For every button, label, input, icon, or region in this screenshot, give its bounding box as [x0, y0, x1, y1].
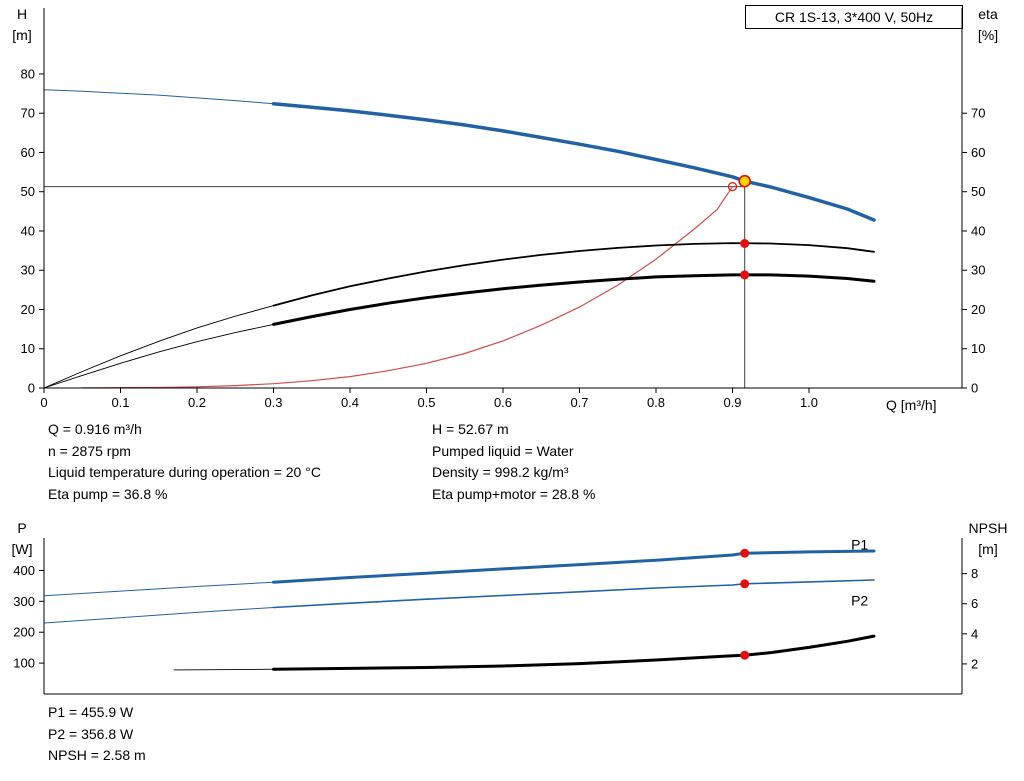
- y-right-tick-label: 10: [971, 341, 985, 356]
- eta-pump-motor-point: [740, 270, 750, 280]
- y-left-tick-label: 20: [21, 302, 35, 317]
- info-line-p1: P1 = 455.9 W: [48, 704, 134, 720]
- y-left-tick-label: 200: [13, 625, 35, 640]
- power-axis-name: P: [17, 520, 27, 536]
- head-axis-name: H: [16, 6, 28, 22]
- x-tick-label: 0.6: [494, 395, 512, 410]
- power-info: P1 = 455.9 W P2 = 356.8 W NPSH = 2.58 m: [48, 702, 146, 767]
- info-line-pumped-liquid: Pumped liquid = Water: [432, 442, 574, 459]
- p1-point: [740, 548, 750, 558]
- power-npsh-chart: 100 200 300 400 2 4 6 8 P1 P2: [13, 536, 978, 695]
- info-line-eta-pump: Eta pump = 36.8 %: [48, 485, 168, 502]
- x-tick-label: 0.8: [647, 395, 665, 410]
- head-curve-lead: [43, 89, 274, 105]
- head-axis-title: H [m]: [2, 4, 42, 46]
- qh-eta-chart: 0 10 20 30 40 50 60 70 80 0 10 20 30 40 50 60 70 0 0.1 0.2 0…: [21, 8, 985, 410]
- y-left-tick-label: 300: [13, 594, 35, 609]
- p2-curve-lead: [43, 607, 274, 624]
- p2-curve: [272, 579, 875, 609]
- duty-info-right: H = 52.67 m Pumped liquid = Water Densit…: [432, 419, 595, 505]
- info-line-p2: P2 = 356.8 W: [48, 725, 134, 742]
- y-right-tick-label: 40: [971, 223, 985, 238]
- info-line-liquid-temp: Liquid temperature during operation = 20…: [48, 464, 321, 480]
- x-tick-label: 1.0: [800, 395, 818, 410]
- duty-info-left: Q = 0.916 m³/h n = 2875 rpm Liquid tempe…: [48, 419, 321, 505]
- y-right-tick-label: 6: [971, 596, 978, 611]
- system-curve: [81, 186, 734, 389]
- info-line-eta-pump-motor: Eta pump+motor = 28.8 %: [432, 485, 596, 502]
- eta-pump-curve-lead: [43, 305, 274, 389]
- y-right-tick-label: 0: [971, 381, 978, 396]
- y-left-tick-label: 400: [13, 563, 35, 578]
- y-left-tick-label: 40: [21, 223, 35, 238]
- npsh-curve: [272, 634, 876, 671]
- head-curve: [271, 102, 876, 222]
- y-right-tick-label: 8: [971, 566, 978, 581]
- npsh-axis-name: NPSH: [968, 520, 1008, 536]
- p2-label: P2: [851, 592, 868, 608]
- info-line-npsh: NPSH = 2.58 m: [48, 747, 146, 763]
- y-right-tick-label: 50: [971, 184, 985, 199]
- x-tick-label: 0: [40, 395, 47, 410]
- info-line-density: Density = 998.2 kg/m³: [432, 464, 569, 480]
- system-curve-end-marker: [727, 182, 738, 192]
- y-left-tick-label: 0: [28, 381, 35, 396]
- y-left-tick-label: 80: [21, 66, 35, 81]
- npsh-axis-title: NPSH [m]: [952, 518, 1024, 560]
- head-axis-unit: [m]: [12, 27, 32, 43]
- power-axis-unit: [W]: [11, 541, 33, 557]
- x-tick-label: 0.4: [341, 395, 359, 410]
- npsh-point: [740, 650, 750, 660]
- y-right-tick-label: 20: [971, 302, 985, 317]
- y-right-tick-label: 60: [971, 145, 985, 160]
- y-left-tick-label: 60: [21, 145, 35, 160]
- y-left-tick-label: 100: [13, 656, 35, 671]
- y-right-tick-label: 4: [971, 626, 978, 641]
- y-left-tick-label: 30: [21, 263, 35, 278]
- p1-label: P1: [851, 536, 868, 552]
- eta-pump-point: [740, 239, 750, 248]
- eta-pump-curve: [272, 242, 875, 307]
- npsh-axis-unit: [m]: [978, 541, 998, 557]
- y-right-tick-label: 70: [971, 106, 985, 121]
- x-tick-label: 0.7: [570, 395, 588, 410]
- eta-pump-motor-curve-lead: [43, 323, 274, 389]
- eta-pump-motor-curve: [272, 273, 876, 326]
- info-line-h: H = 52.67 m: [432, 421, 509, 437]
- eta-axis-unit: [%]: [977, 27, 999, 43]
- flow-axis-title: Q [m³/h]: [886, 397, 937, 413]
- p1-curve-lead: [43, 581, 274, 597]
- x-tick-label: 0.2: [188, 395, 206, 410]
- x-tick-label: 0.3: [264, 395, 282, 410]
- x-tick-label: 0.9: [723, 395, 741, 410]
- y-right-tick-label: 30: [971, 263, 985, 278]
- npsh-curve-lead: [173, 668, 274, 671]
- eta-axis-name: eta: [978, 6, 998, 22]
- info-line-n: n = 2875 rpm: [48, 442, 131, 459]
- x-tick-label: 0.1: [111, 395, 129, 410]
- y-right-tick-label: 2: [971, 656, 978, 671]
- y-left-tick-label: 70: [21, 106, 35, 121]
- duty-point-marker: [738, 174, 752, 188]
- pump-model-box: CR 1S-13, 3*400 V, 50Hz: [745, 5, 963, 29]
- p2-point: [740, 579, 750, 589]
- info-line-q: Q = 0.916 m³/h: [48, 421, 142, 437]
- power-axis-title: P [W]: [2, 518, 42, 560]
- y-left-tick-label: 50: [21, 184, 35, 199]
- p1-curve: [272, 549, 876, 584]
- eta-axis-title: eta [%]: [960, 4, 1016, 46]
- y-left-tick-label: 10: [21, 341, 35, 356]
- x-tick-label: 0.5: [417, 395, 435, 410]
